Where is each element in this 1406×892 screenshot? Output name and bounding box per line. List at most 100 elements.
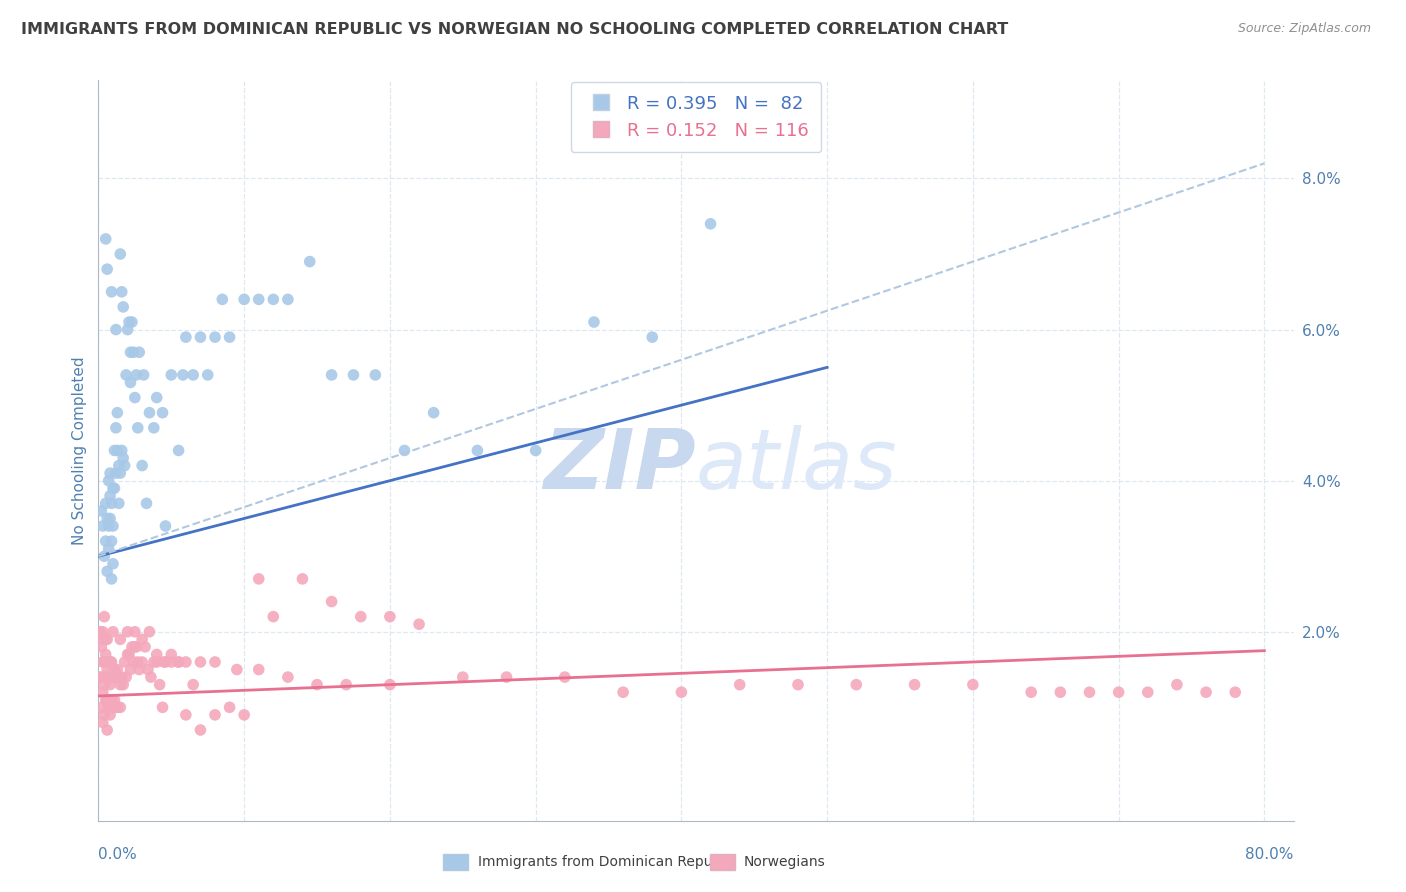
Point [108, 670, 131, 684]
Point [167, 443, 190, 458]
Point [128, 663, 150, 677]
Point [128, 345, 150, 359]
Point [122, 345, 145, 359]
Point [110, 632, 132, 647]
Point [98, 489, 121, 503]
Point [451, 670, 474, 684]
Point [495, 670, 517, 684]
Point [298, 254, 321, 268]
Point [132, 368, 155, 382]
Point [117, 322, 139, 336]
Point [124, 640, 146, 654]
Point [378, 678, 401, 692]
Point [110, 700, 132, 714]
Point [152, 406, 174, 420]
Point [105, 406, 128, 420]
Point [103, 692, 125, 706]
Point [117, 624, 139, 639]
Point [262, 293, 284, 307]
Point [98, 511, 121, 525]
Point [197, 368, 219, 382]
Point [91, 624, 114, 639]
Point [138, 624, 160, 639]
Point [233, 293, 256, 307]
Point [1019, 685, 1042, 699]
Point [134, 640, 156, 654]
Point [903, 678, 925, 692]
Point [94, 496, 117, 510]
Point [124, 391, 146, 405]
Point [110, 678, 132, 692]
Point [103, 663, 125, 677]
Point [131, 655, 153, 669]
Point [97, 670, 120, 684]
Point [204, 330, 226, 344]
Point [131, 458, 153, 473]
Text: 0.0%: 0.0% [98, 847, 138, 863]
Point [247, 663, 270, 677]
Point [124, 624, 146, 639]
Point [787, 678, 810, 692]
Point [247, 293, 270, 307]
Point [1136, 685, 1159, 699]
Point [90, 640, 112, 654]
Point [335, 678, 357, 692]
Point [100, 655, 122, 669]
Point [93, 678, 115, 692]
Point [641, 330, 664, 344]
Point [145, 648, 167, 662]
Point [104, 700, 127, 714]
Point [174, 655, 197, 669]
Point [100, 285, 122, 299]
Point [93, 655, 115, 669]
Point [101, 557, 124, 571]
Point [103, 443, 125, 458]
Text: Immigrants from Dominican Republic: Immigrants from Dominican Republic [478, 855, 737, 869]
Point [127, 421, 149, 435]
Point [127, 655, 149, 669]
Text: 80.0%: 80.0% [1246, 847, 1294, 863]
Point [125, 368, 148, 382]
Point [467, 443, 489, 458]
Point [96, 565, 118, 579]
Point [108, 496, 131, 510]
Point [101, 481, 124, 495]
Point [554, 670, 576, 684]
Point [90, 700, 112, 714]
Point [94, 232, 117, 246]
Y-axis label: No Schooling Completed: No Schooling Completed [72, 356, 87, 545]
Point [96, 723, 118, 737]
Point [120, 376, 142, 390]
Point [101, 700, 124, 714]
Point [97, 700, 120, 714]
Point [111, 670, 134, 684]
Point [139, 670, 162, 684]
Point [91, 655, 114, 669]
Point [122, 655, 145, 669]
Text: atlas: atlas [696, 425, 897, 506]
Point [181, 368, 204, 382]
Point [100, 670, 122, 684]
Point [155, 519, 177, 533]
Point [204, 655, 226, 669]
Point [524, 443, 547, 458]
Point [142, 655, 165, 669]
Point [262, 609, 284, 624]
Point [167, 655, 190, 669]
Point [110, 466, 132, 480]
Point [321, 594, 343, 608]
Point [97, 519, 120, 533]
Point [105, 700, 128, 714]
Point [94, 692, 117, 706]
Point [394, 443, 416, 458]
Point [138, 406, 160, 420]
Point [277, 293, 299, 307]
Point [291, 572, 314, 586]
Point [135, 496, 157, 510]
Point [120, 663, 142, 677]
Point [321, 368, 343, 382]
Point [101, 670, 124, 684]
Point [160, 648, 183, 662]
Point [962, 678, 984, 692]
Text: Norwegians: Norwegians [744, 855, 825, 869]
